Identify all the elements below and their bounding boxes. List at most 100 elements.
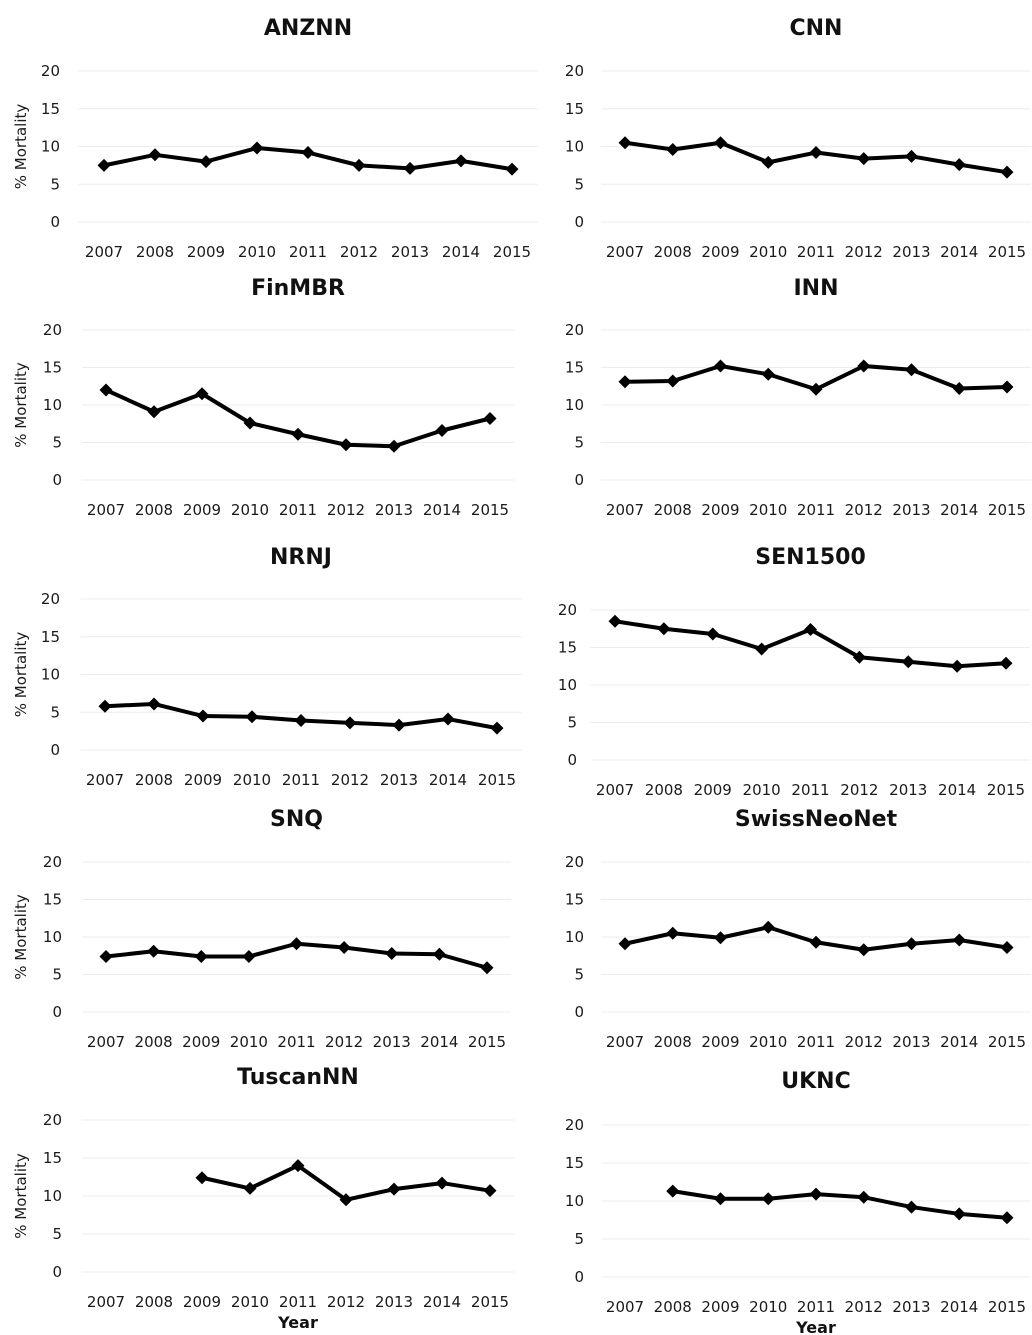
data-point — [147, 697, 161, 711]
data-point — [657, 622, 671, 636]
y-tick-label: 20 — [41, 590, 60, 608]
y-tick-label: 20 — [565, 1116, 584, 1134]
data-point — [147, 944, 161, 958]
data-point — [195, 1171, 209, 1185]
x-tick-label: 2007 — [87, 501, 125, 519]
data-point — [99, 383, 113, 397]
data-point — [618, 375, 632, 389]
y-tick-label: 15 — [565, 1154, 584, 1172]
x-tick-label: 2011 — [279, 1293, 317, 1311]
x-tick-label: 2007 — [606, 1298, 644, 1316]
y-axis-label: % Mortality — [12, 104, 30, 190]
x-tick-label: 2008 — [135, 771, 173, 789]
data-point — [755, 642, 769, 656]
chart-panel-finmbr: 0 5 10 15 20 FinMBR 2007 2008 2009 2010 2011 2012 20… — [12, 276, 514, 519]
x-tick-label: 2010 — [233, 771, 271, 789]
y-tick-label: 20 — [558, 601, 577, 619]
x-tick-label: 2007 — [86, 771, 124, 789]
y-tick-label: 5 — [52, 1225, 62, 1243]
x-tick-label: 2015 — [493, 243, 531, 261]
x-tick-label: 2007 — [606, 1033, 644, 1051]
y-tick-label: 20 — [43, 1111, 62, 1129]
y-tick-label: 0 — [50, 741, 60, 759]
data-point — [432, 947, 446, 961]
x-tick-label: 2013 — [375, 1293, 413, 1311]
x-tick-label: 2011 — [797, 243, 835, 261]
chart-title: CNN — [790, 16, 843, 41]
x-tick-label: 2012 — [840, 781, 878, 799]
x-tick-label: 2015 — [988, 1298, 1026, 1316]
chart-title: UKNC — [781, 1069, 850, 1094]
x-tick-label: 2008 — [135, 1293, 173, 1311]
x-tick-label: 2010 — [743, 781, 781, 799]
y-tick-label: 0 — [52, 471, 62, 489]
y-tick-label: 10 — [41, 666, 60, 684]
x-tick-label: 2014 — [940, 501, 978, 519]
data-point — [294, 714, 308, 728]
data-point — [392, 718, 406, 732]
data-point — [666, 143, 680, 157]
data-point — [483, 412, 497, 425]
x-tick-label: 2009 — [183, 501, 221, 519]
y-tick-label: 0 — [574, 213, 584, 231]
data-point — [352, 158, 366, 172]
x-tick-label: 2011 — [791, 781, 829, 799]
y-tick-label: 10 — [43, 396, 62, 414]
data-point — [435, 424, 449, 437]
x-tick-label: 2007 — [85, 243, 123, 261]
x-tick-label: 2009 — [701, 1033, 739, 1051]
y-tick-label: 0 — [574, 1003, 584, 1021]
data-point — [196, 709, 210, 723]
data-point — [666, 374, 680, 388]
data-point — [1000, 1211, 1014, 1225]
y-tick-label: 10 — [565, 138, 584, 156]
x-tick-label: 2014 — [423, 1293, 461, 1311]
x-tick-label: 2010 — [238, 243, 276, 261]
y-tick-label: 10 — [565, 928, 584, 946]
data-point — [857, 1190, 871, 1204]
data-point — [490, 721, 504, 735]
chart-panel-sen1500: 0 5 10 15 20 SEN1500 2007 2008 2009 2010 2011 2012 2… — [558, 545, 1031, 799]
data-point — [97, 158, 111, 172]
data-point — [99, 950, 113, 963]
data-point — [291, 1159, 305, 1173]
x-tick-label: 2012 — [845, 1298, 883, 1316]
y-tick-label: 20 — [565, 321, 584, 339]
y-axis-label: % Mortality — [12, 894, 30, 980]
data-point — [1000, 165, 1014, 179]
y-axis-label: % Mortality — [12, 632, 30, 718]
x-tick-label: 2012 — [327, 501, 365, 519]
data-point — [809, 935, 823, 949]
x-tick-label: 2013 — [373, 1033, 411, 1051]
x-axis-label: Year — [277, 1313, 318, 1332]
y-tick-label: 15 — [558, 639, 577, 657]
y-tick-label: 20 — [565, 853, 584, 871]
chart-panel-anznn: 0 5 10 15 20 ANZNN 2007 2008 2009 2010 2011 2012 201… — [12, 16, 538, 261]
data-point — [950, 659, 964, 673]
x-tick-label: 2007 — [606, 501, 644, 519]
data-point — [666, 926, 680, 940]
y-tick-label: 5 — [574, 966, 584, 984]
x-tick-label: 2011 — [797, 1298, 835, 1316]
data-point — [714, 359, 727, 373]
data-point — [385, 947, 399, 960]
data-point — [387, 439, 401, 453]
data-point — [199, 155, 213, 169]
chart-title: FinMBR — [251, 276, 345, 301]
x-tick-label: 2011 — [797, 501, 835, 519]
data-point — [618, 136, 632, 150]
y-axis-label: % Mortality — [12, 362, 30, 448]
y-tick-label: 10 — [43, 928, 62, 946]
data-point — [714, 136, 727, 150]
x-tick-label: 2013 — [375, 501, 413, 519]
x-tick-label: 2014 — [938, 781, 976, 799]
x-tick-label: 2015 — [471, 501, 509, 519]
chart-title: SEN1500 — [755, 545, 866, 570]
y-tick-label: 10 — [43, 1187, 62, 1205]
x-tick-label: 2010 — [749, 1298, 787, 1316]
chart-title: NRNJ — [270, 545, 332, 570]
x-tick-label: 2010 — [231, 501, 269, 519]
y-tick-label: 0 — [567, 751, 577, 769]
y-tick-label: 15 — [565, 100, 584, 118]
